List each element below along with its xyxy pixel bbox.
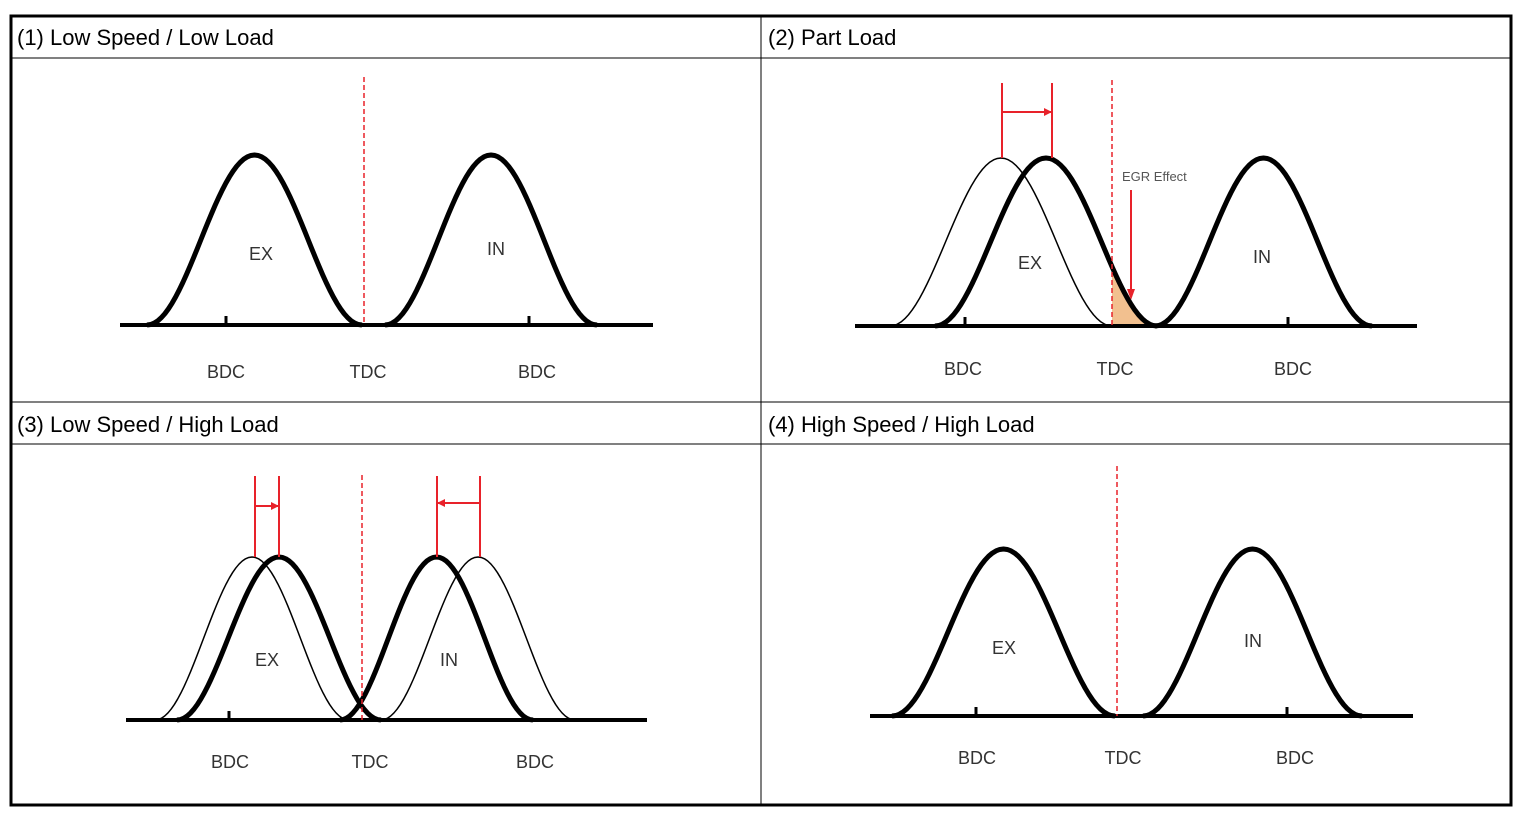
exhaust-label: EX	[1018, 253, 1042, 273]
egr-effect-annotation: EGR Effect	[1122, 169, 1187, 184]
bdc-label: BDC	[944, 359, 982, 379]
intake-valve-lift-curve	[1154, 155, 1373, 329]
table-grid	[9, 14, 1513, 807]
panel-4-title: (4) High Speed / High Load	[768, 412, 1035, 437]
bdc-label: BDC	[1276, 748, 1314, 768]
arrow-head-icon	[271, 502, 279, 510]
intake-label: IN	[1244, 631, 1262, 651]
exhaust-valve-lift-curve	[891, 546, 1116, 719]
exhaust-valve-lift-curve-retarded	[934, 155, 1158, 329]
exhaust-label: EX	[249, 244, 273, 264]
panel-3-title: (3) Low Speed / High Load	[17, 412, 279, 437]
intake-valve-lift-curve-base	[380, 556, 576, 721]
exhaust-label: EX	[255, 650, 279, 670]
intake-valve-lift-curve	[384, 152, 598, 328]
egr-overlap-area	[1112, 266, 1157, 326]
intake-label: IN	[440, 650, 458, 670]
intake-valve-lift-curve	[1142, 546, 1363, 719]
panel-2-title: (2) Part Load	[768, 25, 896, 50]
arrow-head-icon	[437, 499, 445, 507]
bdc-label: BDC	[516, 752, 554, 772]
panel-1-title: (1) Low Speed / Low Load	[17, 25, 274, 50]
tdc-label: TDC	[352, 752, 389, 772]
intake-label: IN	[487, 239, 505, 259]
tdc-label: TDC	[1097, 359, 1134, 379]
tdc-label: TDC	[350, 362, 387, 382]
bdc-label: BDC	[211, 752, 249, 772]
bdc-label: BDC	[207, 362, 245, 382]
bdc-label: BDC	[518, 362, 556, 382]
exhaust-valve-lift-curve-retarded	[176, 554, 382, 723]
tdc-label: TDC	[1105, 748, 1142, 768]
arrow-head-icon	[1127, 289, 1135, 300]
arrow-head-icon	[1044, 108, 1052, 116]
exhaust-label: EX	[992, 638, 1016, 658]
intake-valve-lift-curve-advanced	[339, 554, 534, 723]
bdc-label: BDC	[1274, 359, 1312, 379]
curves-layer	[120, 77, 1417, 723]
exhaust-valve-lift-curve-base	[154, 556, 350, 721]
exhaust-valve-lift-curve-base	[889, 157, 1113, 327]
bdc-label: BDC	[958, 748, 996, 768]
exhaust-valve-lift-curve	[146, 152, 363, 328]
intake-label: IN	[1253, 247, 1271, 267]
